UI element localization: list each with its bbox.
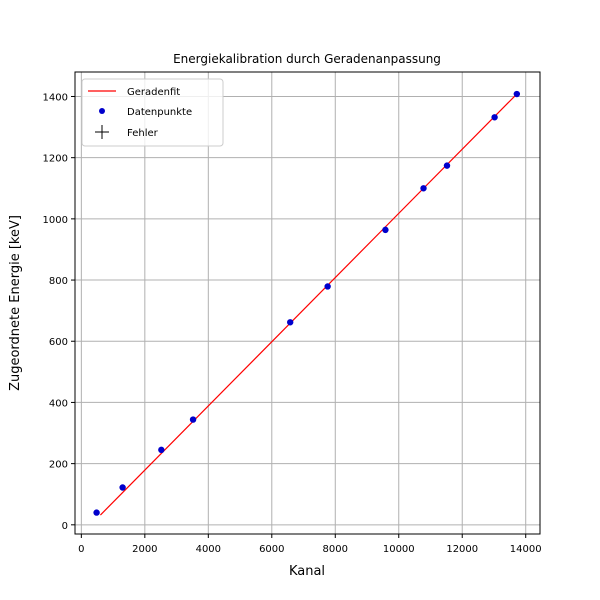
x-axis-ticks: 0 2000 4000 6000 8000 10000 12000 14000	[78, 534, 542, 555]
data-point	[324, 283, 331, 290]
y-tick-label: 1000	[43, 215, 68, 226]
plot-frame	[74, 71, 541, 535]
data-point	[119, 484, 126, 491]
x-tick-label: 8000	[323, 544, 348, 555]
y-tick-label: 400	[49, 398, 68, 409]
y-tick-label: 1200	[43, 154, 68, 165]
legend: Geradenfit Datenpunkte Fehler	[81, 78, 224, 147]
legend-label-errors: Fehler	[127, 128, 159, 139]
data-point	[420, 185, 427, 192]
grid	[75, 72, 540, 534]
y-tick-label: 200	[49, 460, 68, 471]
legend-label-fit: Geradenfit	[127, 87, 180, 98]
x-tick-label: 4000	[196, 544, 221, 555]
x-tick-label: 14000	[510, 544, 542, 555]
x-tick-label: 2000	[132, 544, 157, 555]
data-point	[382, 226, 389, 234]
y-tick-label: 0	[62, 521, 68, 532]
x-tick-label: 12000	[446, 544, 478, 555]
data-point	[443, 162, 451, 169]
y-axis-label: Zugeordnete Energie [keV]	[8, 215, 23, 391]
x-tick-label: 10000	[383, 544, 415, 555]
x-tick-label: 0	[78, 544, 84, 555]
y-axis-ticks: 0 200 400 600 800 1000 1200 1400	[43, 92, 75, 532]
x-axis-label: Kanal	[289, 564, 325, 579]
chart-title: Energiekalibration durch Geradenanpassun…	[173, 52, 441, 66]
legend-box	[81, 78, 224, 147]
data-point	[287, 319, 294, 326]
y-tick-label: 800	[49, 276, 68, 287]
data-point	[158, 446, 165, 454]
data-point	[513, 90, 521, 98]
data-point	[491, 114, 498, 121]
legend-label-points: Datenpunkte	[127, 107, 192, 118]
data-point	[93, 509, 100, 516]
y-tick-label: 600	[49, 337, 68, 348]
data-point	[189, 416, 197, 423]
y-tick-label: 1400	[43, 92, 68, 103]
x-tick-label: 6000	[259, 544, 284, 555]
data-points-layer	[93, 90, 521, 516]
legend-dot-marker	[99, 108, 105, 114]
